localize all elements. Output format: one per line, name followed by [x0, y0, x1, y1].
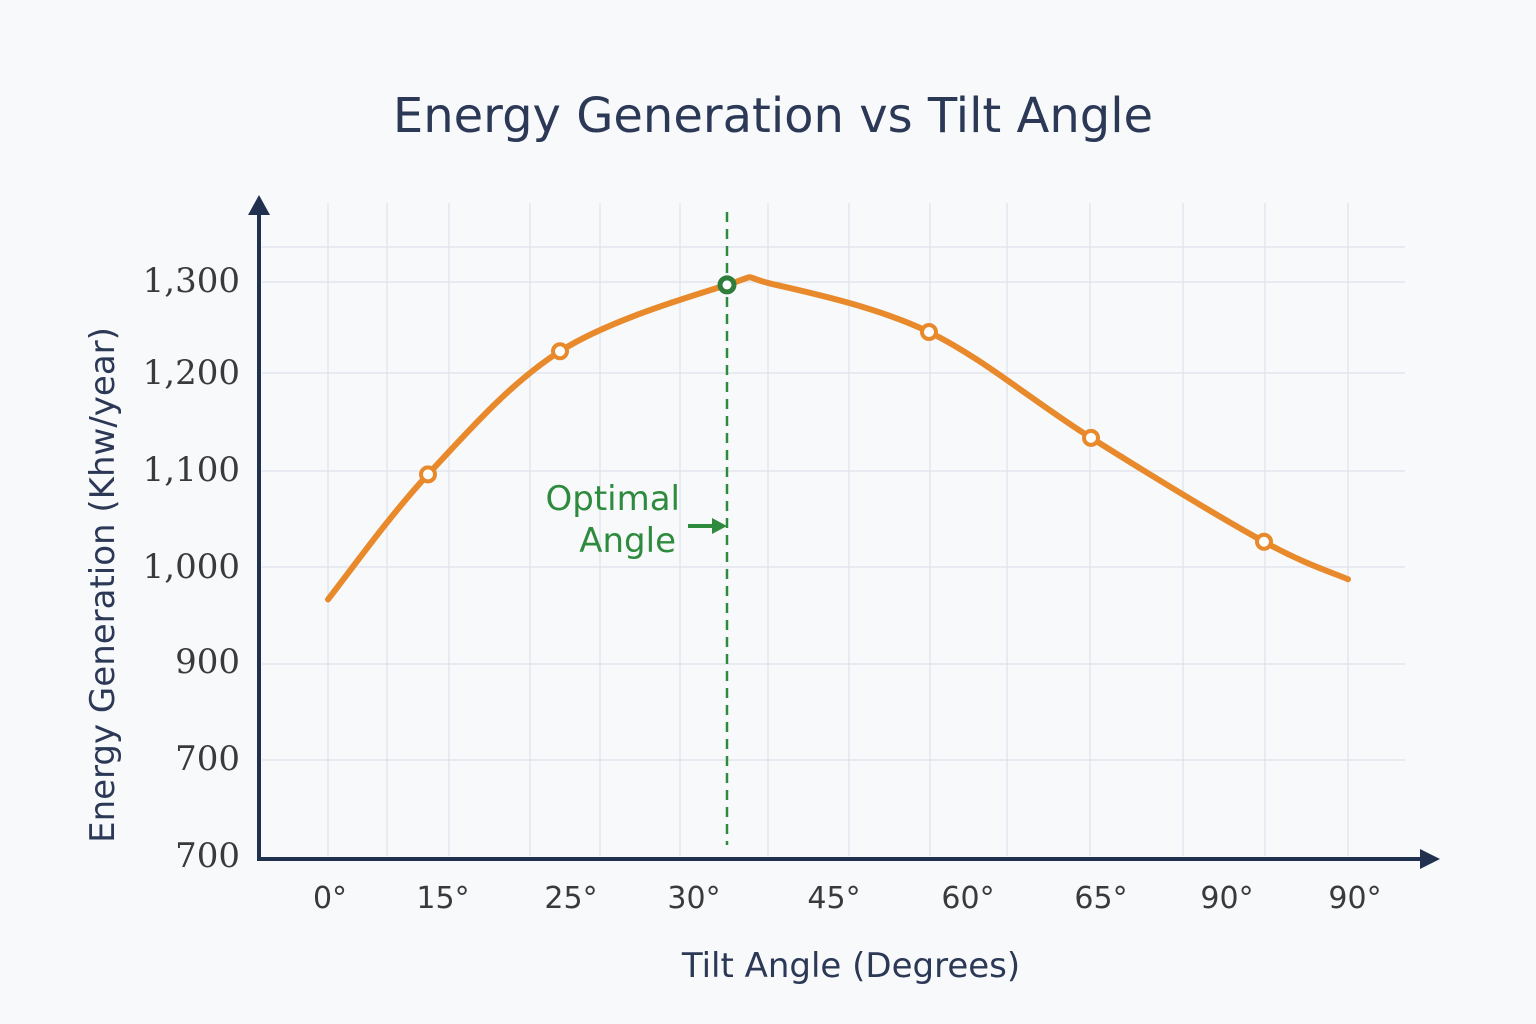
x-tick-label: 45° — [807, 881, 860, 916]
data-point — [920, 323, 938, 342]
data-point — [551, 342, 569, 361]
annotation-line-2: Angle — [579, 521, 676, 561]
annotation-line-1: Optimal — [545, 479, 680, 519]
axes — [248, 195, 1440, 869]
x-tick-label: 0° — [313, 881, 347, 916]
data-point — [1082, 428, 1100, 447]
x-tick-label: 65° — [1074, 881, 1127, 916]
x-axis-arrow-icon — [1420, 849, 1440, 869]
y-tick-label: 700 — [175, 739, 240, 779]
x-tick-label: 30° — [667, 881, 720, 916]
x-tick-label: 25° — [544, 881, 597, 916]
y-tick-label: 1,000 — [143, 547, 240, 587]
x-tick-label: 90° — [1200, 881, 1253, 916]
y-tick-label: 1,200 — [143, 353, 240, 393]
y-tick-label: 1,300 — [143, 261, 240, 301]
annotation-arrow-icon — [688, 518, 727, 534]
x-tick-label: 15° — [416, 881, 469, 916]
x-axis-label: Tilt Angle (Degrees) — [681, 946, 1020, 986]
y-tick-label: 1,100 — [143, 450, 240, 490]
grid — [262, 203, 1405, 856]
x-tick-label: 60° — [941, 881, 994, 916]
data-point — [1255, 532, 1273, 551]
y-axis-label: Energy Generation (Khw/year) — [83, 327, 123, 843]
y-tick-label: 900 — [175, 642, 240, 682]
y-axis-arrow-icon — [248, 195, 270, 215]
x-tick-label: 90° — [1328, 881, 1381, 916]
optimal-data-point — [717, 275, 737, 295]
chart-title: Energy Generation vs Tilt Angle — [392, 88, 1154, 144]
series-line — [325, 274, 1351, 603]
y-tick-label: 700 — [175, 836, 240, 876]
data-point — [419, 465, 437, 484]
